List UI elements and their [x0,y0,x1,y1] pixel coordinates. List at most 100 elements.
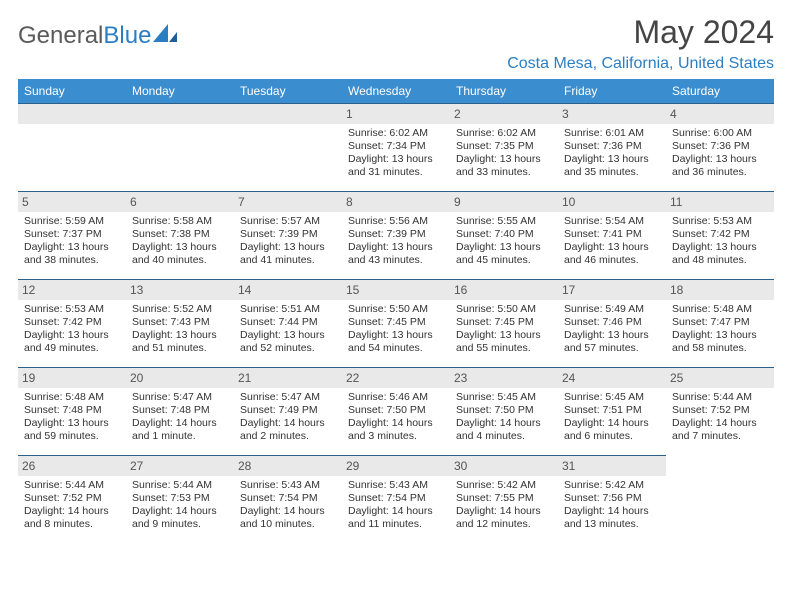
daylight-line: Daylight: 13 hours and 31 minutes. [346,153,446,179]
calendar-grid: SundayMondayTuesdayWednesdayThursdayFrid… [18,79,774,543]
daylight-line: Daylight: 14 hours and 1 minute. [130,417,230,443]
sunrise-line: Sunrise: 5:55 AM [454,215,554,228]
sunrise-line: Sunrise: 5:53 AM [22,303,122,316]
sunrise-line: Sunrise: 5:52 AM [130,303,230,316]
daylight-line: Daylight: 14 hours and 3 minutes. [346,417,446,443]
sunset-line: Sunset: 7:41 PM [562,228,662,241]
sunset-line: Sunset: 7:49 PM [238,404,338,417]
sunset-line: Sunset: 7:50 PM [454,404,554,417]
sunset-line: Sunset: 7:36 PM [562,140,662,153]
day-number: 27 [126,456,234,476]
daylight-line: Daylight: 13 hours and 46 minutes. [562,241,662,267]
sunrise-line: Sunrise: 5:44 AM [670,391,770,404]
sunset-line: Sunset: 7:54 PM [238,492,338,505]
calendar-cell: 3 Sunrise: 6:01 AMSunset: 7:36 PMDaylight… [558,103,666,191]
sunset-line: Sunset: 7:53 PM [130,492,230,505]
sunrise-line: Sunrise: 5:54 AM [562,215,662,228]
sunset-line: Sunset: 7:39 PM [238,228,338,241]
daylight-line: Daylight: 14 hours and 4 minutes. [454,417,554,443]
daylight-line: Daylight: 13 hours and 57 minutes. [562,329,662,355]
calendar-cell-empty [234,103,342,191]
sunrise-line: Sunrise: 6:02 AM [454,127,554,140]
calendar-cell: 22Sunrise: 5:46 AMSunset: 7:50 PMDayligh… [342,367,450,455]
calendar-cell: 8Sunrise: 5:56 AMSunset: 7:39 PMDaylight… [342,191,450,279]
calendar-cell: 2Sunrise: 6:02 AMSunset: 7:35 PMDaylight… [450,103,558,191]
calendar-cell: 13Sunrise: 5:52 AMSunset: 7:43 PMDayligh… [126,279,234,367]
sunrise-line: Sunrise: 5:44 AM [130,479,230,492]
daylight-line: Daylight: 14 hours and 13 minutes. [562,505,662,531]
day-header: Tuesday [234,79,342,103]
daylight-line: Daylight: 14 hours and 12 minutes. [454,505,554,531]
sunrise-line: Sunrise: 5:51 AM [238,303,338,316]
day-header: Monday [126,79,234,103]
day-number: 28 [234,456,342,476]
logo-text: GeneralBlue [18,22,151,50]
sunrise-line: Sunrise: 5:59 AM [22,215,122,228]
calendar-cell: 18Sunrise: 5:48 AMSunset: 7:47 PMDayligh… [666,279,774,367]
day-number: 6 [126,192,234,212]
sunrise-line: Sunrise: 5:45 AM [454,391,554,404]
calendar-cell: 19Sunrise: 5:48 AMSunset: 7:48 PMDayligh… [18,367,126,455]
sunset-line: Sunset: 7:36 PM [670,140,770,153]
day-number: 21 [234,368,342,388]
header: GeneralBlue May 2024 Costa Mesa, Califor… [18,14,774,73]
sunset-line: Sunset: 7:52 PM [22,492,122,505]
sunset-line: Sunset: 7:48 PM [130,404,230,417]
calendar-cell: 14Sunrise: 5:51 AMSunset: 7:44 PMDayligh… [234,279,342,367]
day-number: 8 [342,192,450,212]
sunset-line: Sunset: 7:56 PM [562,492,662,505]
sunrise-line: Sunrise: 5:49 AM [562,303,662,316]
day-number-empty [234,104,342,124]
calendar-cell: 28Sunrise: 5:43 AMSunset: 7:54 PMDayligh… [234,455,342,543]
sunset-line: Sunset: 7:50 PM [346,404,446,417]
daylight-line: Daylight: 13 hours and 36 minutes. [670,153,770,179]
day-number: 18 [666,280,774,300]
sunrise-line: Sunrise: 5:50 AM [346,303,446,316]
daylight-line: Daylight: 14 hours and 8 minutes. [22,505,122,531]
sunrise-line: Sunrise: 5:53 AM [670,215,770,228]
day-number-empty [18,104,126,124]
day-number: 3 [558,104,666,124]
day-number: 24 [558,368,666,388]
sunset-line: Sunset: 7:37 PM [22,228,122,241]
sunset-line: Sunset: 7:52 PM [670,404,770,417]
day-number: 29 [342,456,450,476]
sunset-line: Sunset: 7:45 PM [454,316,554,329]
sunset-line: Sunset: 7:46 PM [562,316,662,329]
month-title: May 2024 [507,14,774,51]
sunrise-line: Sunrise: 6:01 AM [562,127,662,140]
day-number: 1 [342,104,450,124]
day-number: 26 [18,456,126,476]
daylight-line: Daylight: 13 hours and 35 minutes. [562,153,662,179]
calendar-cell: 7Sunrise: 5:57 AMSunset: 7:39 PMDaylight… [234,191,342,279]
sunrise-line: Sunrise: 5:43 AM [238,479,338,492]
calendar-cell-empty [126,103,234,191]
daylight-line: Daylight: 14 hours and 9 minutes. [130,505,230,531]
calendar-cell: 6Sunrise: 5:58 AMSunset: 7:38 PMDaylight… [126,191,234,279]
calendar-cell: 23Sunrise: 5:45 AMSunset: 7:50 PMDayligh… [450,367,558,455]
calendar-cell: 4Sunrise: 6:00 AMSunset: 7:36 PMDaylight… [666,103,774,191]
sunrise-line: Sunrise: 5:44 AM [22,479,122,492]
calendar-cell: 21Sunrise: 5:47 AMSunset: 7:49 PMDayligh… [234,367,342,455]
calendar-cell-empty [18,103,126,191]
day-header: Friday [558,79,666,103]
sunset-line: Sunset: 7:47 PM [670,316,770,329]
sunset-line: Sunset: 7:39 PM [346,228,446,241]
day-number: 17 [558,280,666,300]
daylight-line: Daylight: 14 hours and 6 minutes. [562,417,662,443]
calendar-cell: 5Sunrise: 5:59 AMSunset: 7:37 PMDaylight… [18,191,126,279]
calendar-cell: 31Sunrise: 5:42 AMSunset: 7:56 PMDayligh… [558,455,666,543]
daylight-line: Daylight: 13 hours and 38 minutes. [22,241,122,267]
calendar-cell: 12Sunrise: 5:53 AMSunset: 7:42 PMDayligh… [18,279,126,367]
daylight-line: Daylight: 13 hours and 55 minutes. [454,329,554,355]
sunrise-line: Sunrise: 5:42 AM [562,479,662,492]
sunset-line: Sunset: 7:48 PM [22,404,122,417]
day-header: Wednesday [342,79,450,103]
daylight-line: Daylight: 13 hours and 43 minutes. [346,241,446,267]
day-header: Saturday [666,79,774,103]
sunrise-line: Sunrise: 5:48 AM [22,391,122,404]
daylight-line: Daylight: 13 hours and 51 minutes. [130,329,230,355]
sunrise-line: Sunrise: 5:43 AM [346,479,446,492]
sunset-line: Sunset: 7:42 PM [22,316,122,329]
sunset-line: Sunset: 7:55 PM [454,492,554,505]
